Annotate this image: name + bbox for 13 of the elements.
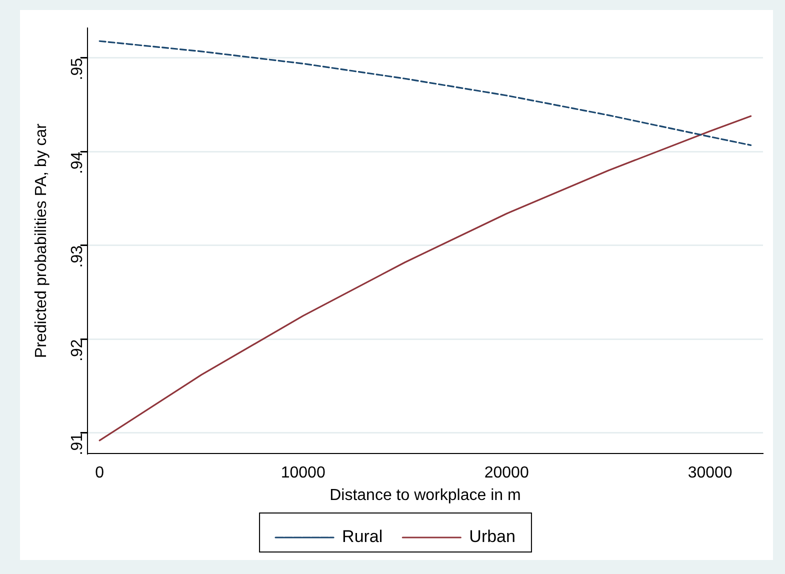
y-tick-label: .95 <box>68 58 86 80</box>
x-tick-label: 20000 <box>484 464 529 482</box>
x-tick-label: 30000 <box>688 464 732 482</box>
x-tick-label: 0 <box>95 464 104 482</box>
y-tick-label: .92 <box>68 339 86 362</box>
legend-label: Urban <box>469 527 516 546</box>
y-tick-label: .93 <box>68 245 86 268</box>
x-axis-title: Distance to workplace in m <box>330 486 521 504</box>
y-tick-label: .91 <box>68 432 86 456</box>
x-tick-label: 10000 <box>280 464 326 482</box>
y-axis-title: Predicted probabilities PA, by car <box>33 122 50 358</box>
legend-label: Rural <box>342 527 383 546</box>
y-tick-label: .94 <box>68 152 86 174</box>
